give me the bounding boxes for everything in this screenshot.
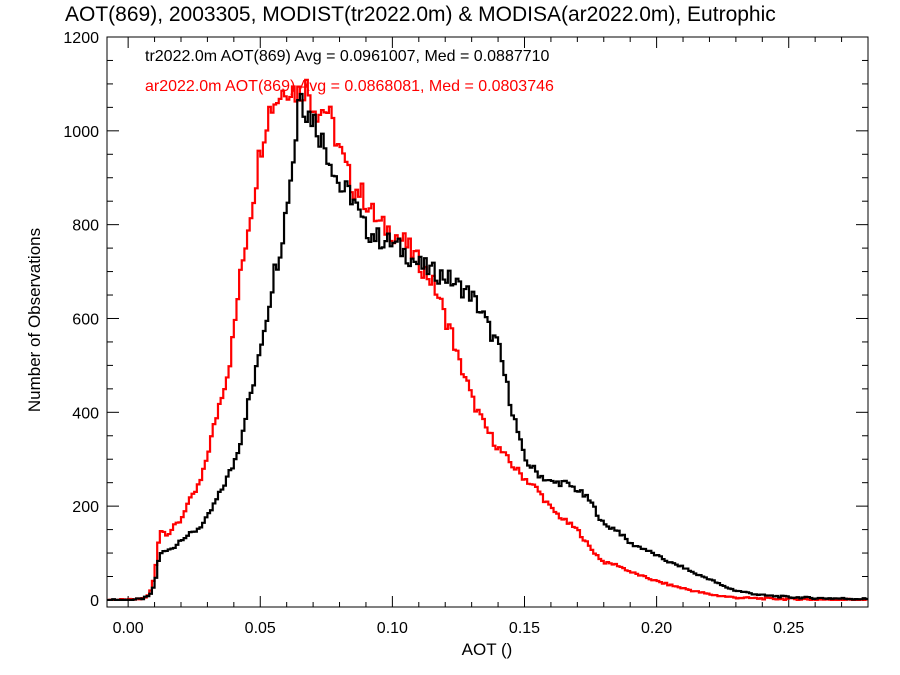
y-tick-label: 1000 [63,124,99,141]
x-axis-label: AOT () [462,640,513,659]
legend-series-1: tr2022.0m AOT(869) Avg = 0.0961007, Med … [145,48,550,65]
x-tick-label: 0.10 [377,620,408,637]
x-tick-label: 0.20 [641,620,672,637]
x-tick-label: 0.05 [245,620,276,637]
y-tick-label: 800 [72,218,99,235]
y-tick-label: 1200 [63,30,99,47]
y-tick-label: 600 [72,311,99,328]
y-axis-label: Number of Observations [25,228,44,412]
chart-title: AOT(869), 2003305, MODIST(tr2022.0m) & M… [65,3,776,26]
x-tick-label: 0.00 [113,620,144,637]
x-tick-label: 0.25 [773,620,804,637]
series-layer [107,78,868,602]
y-tick-label: 400 [72,405,99,422]
series-2-line [107,78,868,602]
y-tick-label: 0 [90,593,99,610]
series-1-line [107,92,868,602]
x-tick-label: 0.15 [509,620,540,637]
legend-series-2: ar2022.0m AOT(869) Avg = 0.0868081, Med … [145,78,554,95]
y-tick-label: 200 [72,499,99,516]
plot-frame [106,36,869,608]
axis-ticks: 0.00 0.05 0.10 0.15 0.20 0.25 0 200 400 600 800 100… [63,30,868,637]
